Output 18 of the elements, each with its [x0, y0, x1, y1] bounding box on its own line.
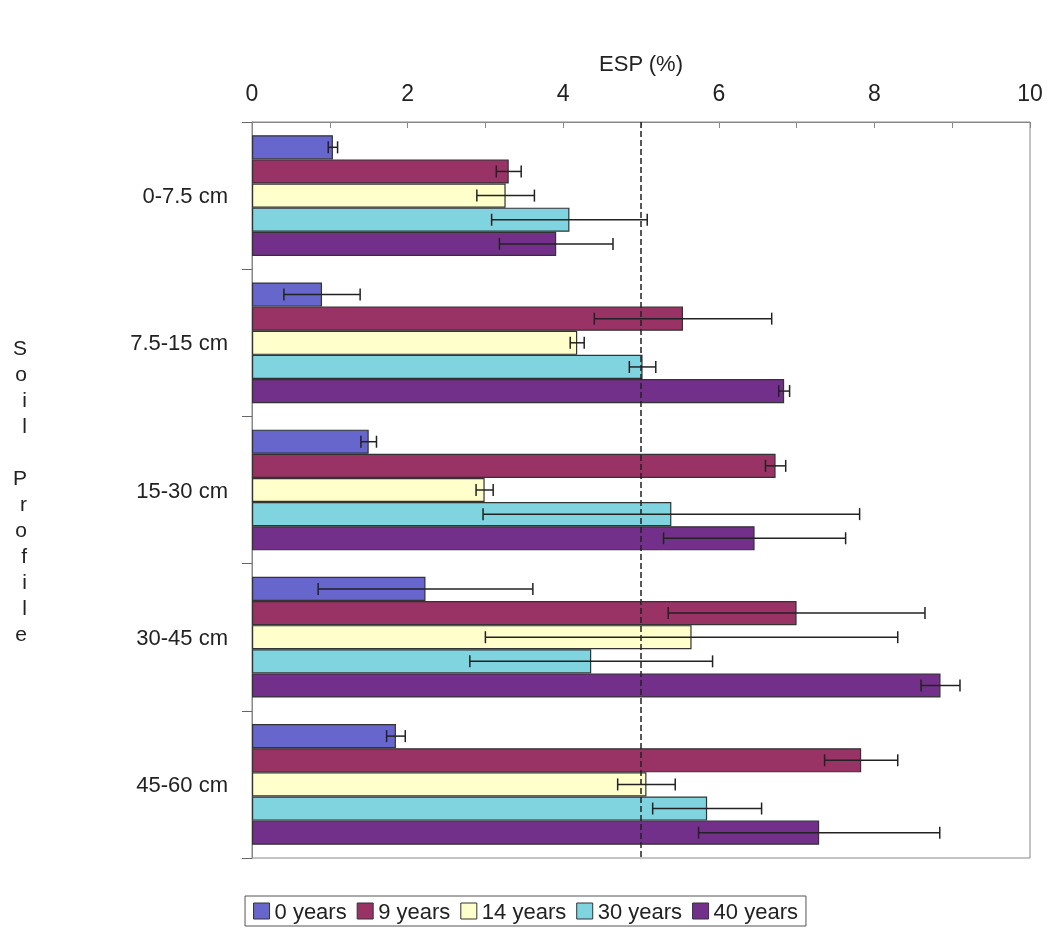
x-tick-label: 10 — [1017, 79, 1043, 106]
legend-label: 0 years — [274, 898, 347, 924]
x-tick-label: 4 — [556, 79, 570, 106]
text: Soil Profile — [12, 335, 27, 645]
y-tick-label: 7.5-15 cm — [130, 330, 228, 356]
x-tick-label: 2 — [401, 79, 414, 106]
y-tick-label: 30-45 cm — [136, 624, 228, 650]
x-tick-label: 6 — [712, 79, 726, 106]
legend-label: 9 years — [378, 898, 451, 924]
x-axis-title: ESP (%) — [599, 50, 683, 76]
y-tick-label: 0-7.5 cm — [142, 183, 228, 209]
y-tick-label: 15-30 cm — [136, 477, 228, 503]
legend-label: 30 years — [597, 898, 683, 924]
y-tick-label: 45-60 cm — [136, 771, 228, 797]
x-tick-label: 0 — [245, 79, 259, 106]
legend-label: 14 years — [481, 898, 567, 924]
x-tick-label: 8 — [868, 79, 881, 106]
legend-label: 40 years — [713, 898, 798, 924]
